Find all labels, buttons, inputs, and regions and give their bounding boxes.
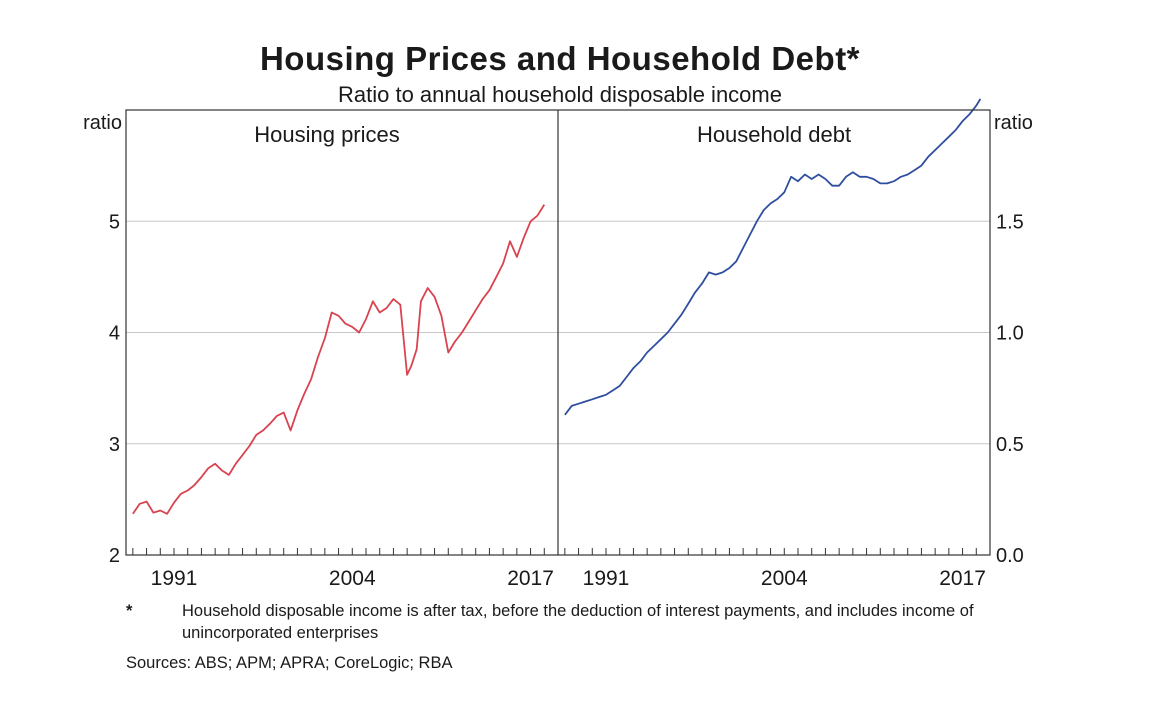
series-layer [132, 98, 982, 515]
x-tick-label-1-2: 2017 [939, 567, 986, 590]
axis-layer [125, 109, 991, 556]
footnote-marker: * [126, 602, 133, 620]
y-tick-label-1-1: 0.5 [996, 434, 1024, 456]
sources-note: Sources: ABS; APM; APRA; CoreLogic; RBA [126, 654, 453, 672]
panel-title-1: Household debt [697, 122, 851, 147]
series-line-1-0 [564, 98, 982, 416]
y-tick-label-1-0: 0.0 [996, 545, 1024, 567]
series-line-0-0 [132, 204, 546, 515]
y-tick-label-1-3: 1.5 [996, 211, 1024, 233]
x-tick-label-1-1: 2004 [761, 567, 808, 590]
x-tick-label-1-0: 1991 [583, 567, 630, 590]
chart-title: Housing Prices and Household Debt* [259, 40, 861, 77]
label-layer: 2 3 4 5 ratio Housing prices 1991 2004 2017 0.0 0.… [83, 112, 1033, 590]
y-tick-label-0-1: 3 [109, 434, 120, 456]
x-tick-label-0-2: 2017 [507, 567, 554, 590]
y-tick-label-1-2: 1.0 [996, 323, 1024, 345]
x-tick-label-0-0: 1991 [151, 567, 198, 590]
y-tick-label-0-2: 4 [109, 323, 120, 345]
panel-title-0: Housing prices [254, 122, 400, 147]
chart-subtitle: Ratio to annual household disposable inc… [338, 82, 782, 107]
y-tick-label-0-3: 5 [109, 211, 120, 233]
y-axis-label-1: ratio [994, 112, 1033, 134]
footnote-text: Household disposable income is after tax… [182, 602, 974, 642]
y-tick-label-0-0: 2 [109, 545, 120, 567]
x-tick-label-0-1: 2004 [329, 567, 376, 590]
grid-layer [126, 220, 990, 445]
y-axis-label-0: ratio [83, 112, 122, 134]
